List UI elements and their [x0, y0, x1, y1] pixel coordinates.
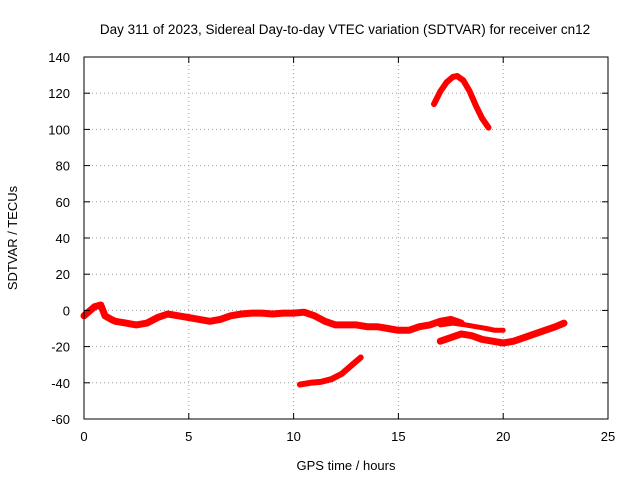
axis-ticks: 0 5 10 15 20 25 -60 -40 -20 0 20 40 60 80 100 120 140 — [48, 50, 615, 444]
series-upper-branch — [437, 320, 506, 333]
y-tick-label: 40 — [56, 231, 70, 246]
y-tick-label: 120 — [48, 86, 70, 101]
series-layer — [80, 73, 568, 388]
y-tick-label: -20 — [51, 340, 70, 355]
x-tick-label: 0 — [80, 429, 87, 444]
x-tick-label: 25 — [601, 429, 615, 444]
gridlines — [84, 57, 608, 419]
y-tick-label: 0 — [63, 303, 70, 318]
y-tick-label: -60 — [51, 412, 70, 427]
y-tick-label: 80 — [56, 159, 70, 174]
series-peak-arc — [431, 73, 492, 131]
x-axis-label: GPS time / hours — [297, 458, 396, 473]
y-tick-label: 100 — [48, 122, 70, 137]
y-tick-label: 20 — [56, 267, 70, 282]
y-tick-label: 140 — [48, 50, 70, 65]
x-tick-label: 10 — [286, 429, 300, 444]
y-axis-label: SDTVAR / TECUs — [5, 185, 20, 290]
y-tick-label: 60 — [56, 195, 70, 210]
y-tick-label: -40 — [51, 376, 70, 391]
chart-title: Day 311 of 2023, Sidereal Day-to-day VTE… — [100, 22, 590, 37]
series-lower-branch — [436, 319, 568, 347]
series-main-trace — [80, 301, 465, 334]
series-dip-arc — [296, 354, 364, 388]
plot-frame — [83, 56, 609, 420]
x-tick-label: 15 — [391, 429, 405, 444]
x-tick-label: 20 — [496, 429, 510, 444]
x-tick-label: 5 — [185, 429, 192, 444]
